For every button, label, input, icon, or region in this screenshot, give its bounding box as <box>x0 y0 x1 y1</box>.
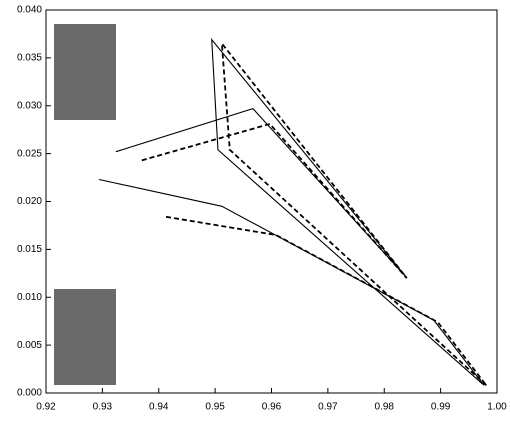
y-tick-label: 0.010 <box>17 292 42 303</box>
y-tick-label: 0.040 <box>17 5 42 16</box>
y-tick-label: 0.020 <box>17 196 42 207</box>
data-line <box>142 44 486 386</box>
image-thumbnail <box>54 289 116 385</box>
x-tick-label: 0.97 <box>318 402 338 413</box>
y-tick-label: 0.015 <box>17 244 42 255</box>
x-tick-label: 0.98 <box>375 402 395 413</box>
y-tick-label: 0.005 <box>17 340 42 351</box>
image-thumbnail <box>54 24 116 120</box>
x-tick-label: 0.94 <box>149 402 169 413</box>
y-tick-label: 0.035 <box>17 53 42 64</box>
x-tick-label: 0.93 <box>93 402 113 413</box>
x-tick-label: 1.00 <box>487 402 507 413</box>
x-tick-label: 0.96 <box>262 402 282 413</box>
x-tick-label: 0.99 <box>431 402 451 413</box>
chart: 0.92 0.93 0.94 0.95 0.96 0.97 0.98 0.99 1.00 0.00… <box>0 0 510 419</box>
page: {"chart_data": {"type": "line", "xlim": … <box>0 0 510 424</box>
data-line <box>116 40 483 385</box>
data-line <box>166 217 486 386</box>
y-tick-label: 0.000 <box>17 388 42 399</box>
x-tick-label: 0.92 <box>36 402 56 413</box>
y-tick-label: 0.025 <box>17 148 42 159</box>
data-line <box>99 179 484 385</box>
x-tick-label: 0.95 <box>205 402 225 413</box>
y-tick-label: 0.030 <box>17 100 42 111</box>
